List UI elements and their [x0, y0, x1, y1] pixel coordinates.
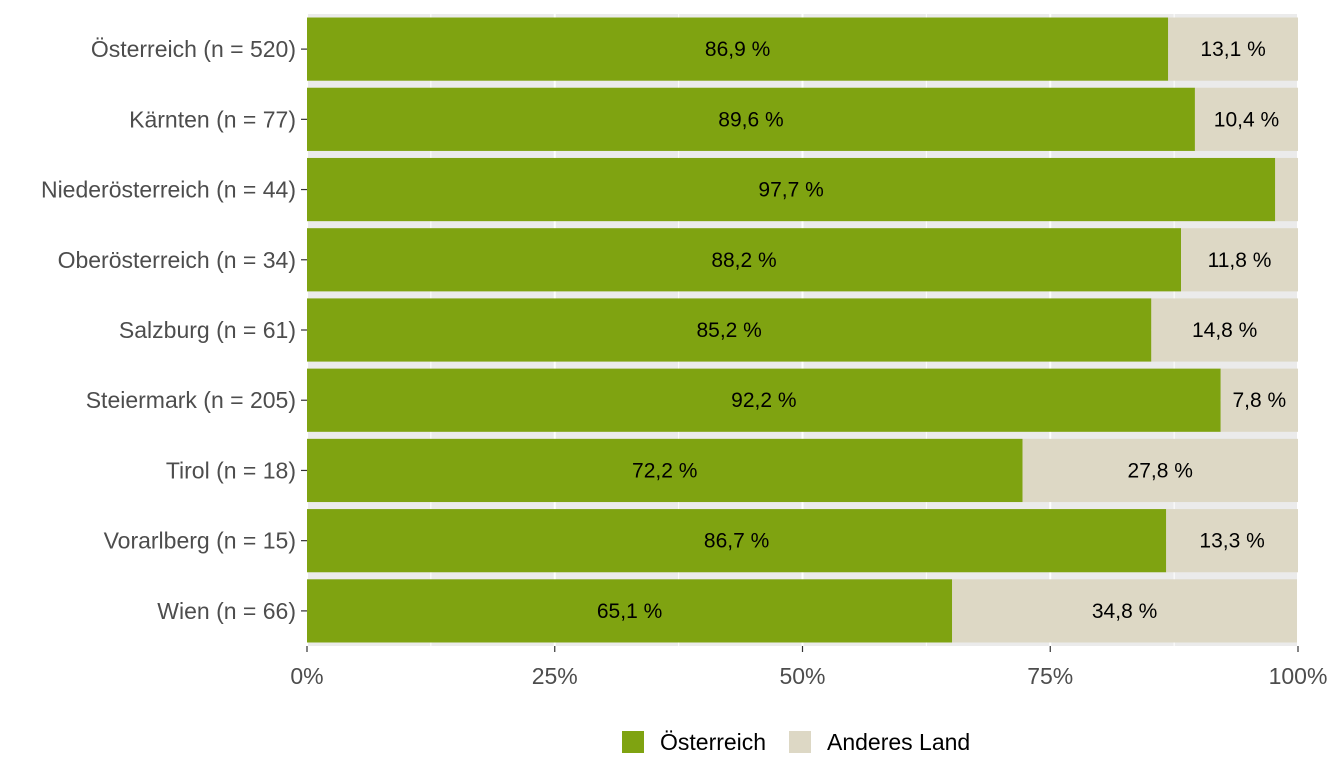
bar-segment — [307, 298, 1152, 362]
bar-segment — [952, 579, 1298, 643]
legend: Österreich Anderes Land — [622, 729, 970, 755]
data-label: 7,8 % — [1232, 389, 1286, 412]
y-tick-label: Salzburg (n = 61) — [119, 317, 296, 343]
x-tick-label: 25% — [532, 663, 578, 689]
data-label: 86,7 % — [704, 530, 769, 553]
legend-label: Österreich — [660, 729, 766, 755]
legend-key — [622, 731, 644, 753]
data-label: 14,8 % — [1192, 319, 1257, 342]
data-label: 92,2 % — [731, 389, 796, 412]
data-label: 13,1 % — [1200, 38, 1265, 61]
data-label: 10,4 % — [1214, 108, 1279, 131]
data-label: 34,8 % — [1092, 600, 1157, 623]
bar-segment — [1181, 228, 1298, 292]
y-tick-label: Niederösterreich (n = 44) — [41, 177, 296, 203]
data-label: 85,2 % — [696, 319, 761, 342]
x-tick-label: 50% — [779, 663, 825, 689]
legend-label: Anderes Land — [827, 729, 970, 755]
bar-segment — [1166, 509, 1298, 573]
bar-segment — [307, 368, 1221, 432]
bar-segment — [1194, 87, 1298, 151]
data-label: 13,3 % — [1199, 530, 1264, 553]
y-axis: Österreich (n = 520) Kärnten (n = 77) Nied… — [41, 36, 307, 624]
bar-segment — [307, 228, 1182, 292]
bar-segment — [307, 87, 1195, 151]
data-label: 65,1 % — [597, 600, 662, 623]
data-label: 89,6 % — [718, 108, 783, 131]
y-tick-label: Kärnten (n = 77) — [129, 106, 296, 132]
x-tick-label: 0% — [290, 663, 323, 689]
y-tick-label: Österreich (n = 520) — [91, 36, 296, 62]
bar-segment — [307, 17, 1169, 81]
bar-segment — [1220, 368, 1298, 432]
bar-segment — [1151, 298, 1298, 362]
bar-segment — [307, 438, 1023, 503]
data-label: 97,7 % — [758, 179, 823, 202]
data-label: 11,8 % — [1208, 249, 1272, 272]
bar-segment — [307, 579, 953, 643]
data-labels: 86,9 % 13,1 % 89,6 % 10,4 % 97,7 % 88,2 % 11,8… — [597, 38, 1286, 623]
bars — [307, 17, 1298, 643]
bar-segment — [307, 509, 1167, 573]
data-label: 72,2 % — [632, 459, 697, 482]
bar-segment — [1168, 17, 1298, 81]
x-axis: 0% 25% 50% 75% 100% — [290, 646, 1327, 689]
x-tick-label: 75% — [1027, 663, 1073, 689]
data-label: 88,2 % — [711, 249, 776, 272]
y-tick-label: Wien (n = 66) — [157, 598, 296, 624]
y-tick-label: Vorarlberg (n = 15) — [104, 528, 296, 554]
bar-segment — [1275, 157, 1298, 222]
bar-segment — [307, 157, 1276, 222]
y-tick-label: Oberösterreich (n = 34) — [58, 247, 296, 273]
x-tick-label: 100% — [1269, 663, 1328, 689]
data-label: 27,8 % — [1128, 459, 1193, 482]
y-tick-label: Tirol (n = 18) — [166, 457, 296, 483]
legend-key — [789, 731, 811, 753]
data-label: 86,9 % — [705, 38, 770, 61]
bar-segment — [1022, 438, 1298, 503]
y-tick-label: Steiermark (n = 205) — [86, 387, 296, 413]
